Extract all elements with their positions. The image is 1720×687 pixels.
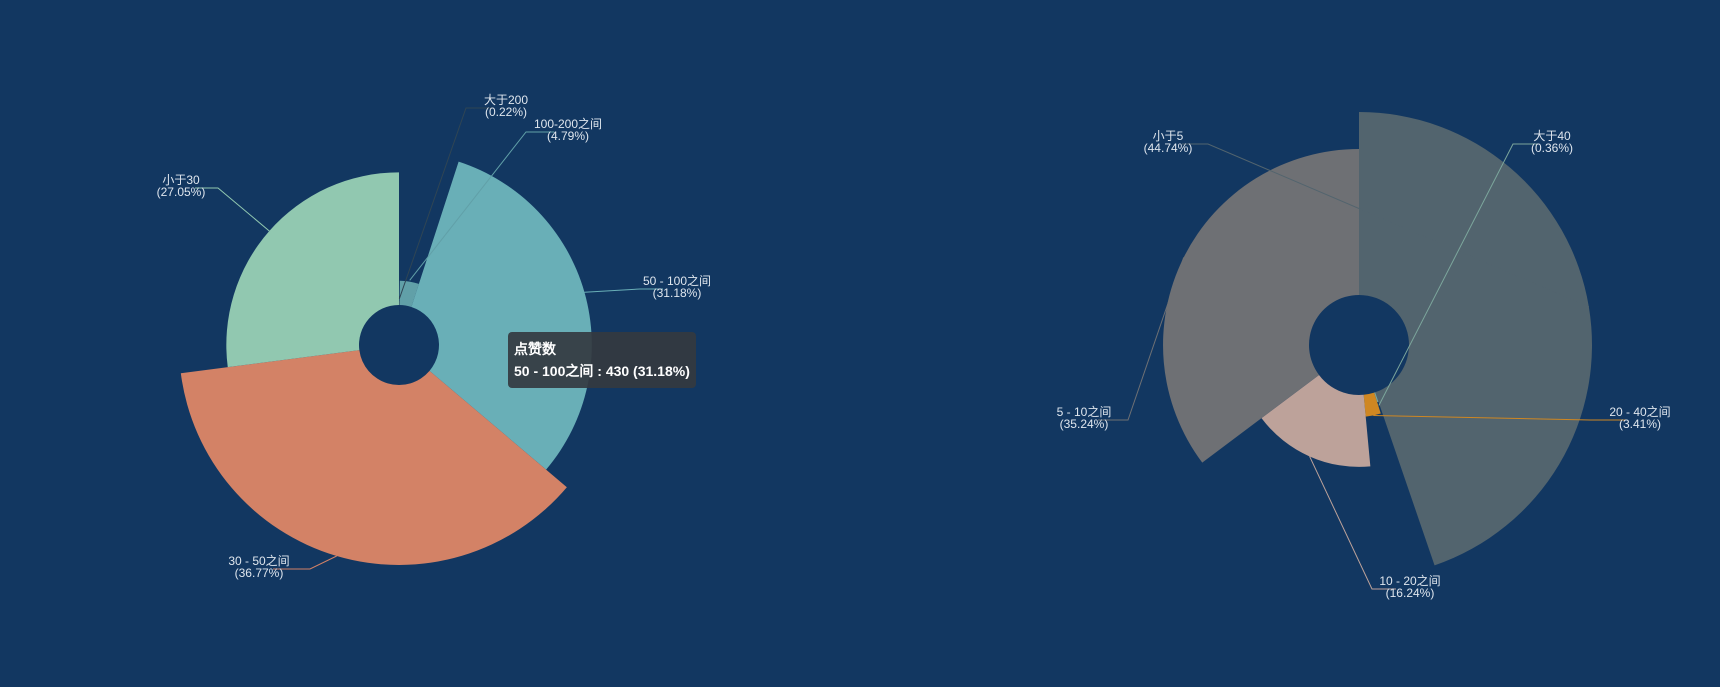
pie-slice[interactable] — [399, 301, 400, 306]
slice-label: 100-200之间 — [534, 117, 602, 131]
slice-label: 10 - 20之间 — [1379, 574, 1440, 588]
label-leader-line — [1378, 143, 1538, 406]
slice-percent-label: (36.77%) — [235, 566, 284, 580]
pie-slice[interactable] — [1163, 149, 1359, 463]
pie-slice[interactable] — [1363, 392, 1381, 417]
tooltip-title: 点赞数 — [514, 341, 556, 357]
likes-rose-chart: 大于200(0.22%)100-200之间(4.79%)50 - 100之间(3… — [157, 93, 711, 580]
slice-percent-label: (31.18%) — [653, 286, 702, 300]
slice-label: 20 - 40之间 — [1609, 405, 1670, 419]
pie-slice[interactable] — [1359, 112, 1593, 566]
slice-label: 30 - 50之间 — [228, 554, 289, 568]
pie-slice[interactable] — [399, 280, 419, 307]
label-leader-line — [1373, 414, 1626, 421]
slice-percent-label: (3.41%) — [1619, 417, 1661, 431]
slice-percent-label: (27.05%) — [157, 185, 206, 199]
slice-label: 5 - 10之间 — [1057, 405, 1112, 419]
slice-percent-label: (16.24%) — [1386, 586, 1435, 600]
pie-slice[interactable] — [411, 161, 592, 470]
slice-percent-label: (0.22%) — [485, 105, 527, 119]
slice-percent-label: (4.79%) — [547, 129, 589, 143]
pie-slice[interactable] — [1261, 375, 1371, 467]
label-leader-line — [409, 131, 554, 281]
slice-label: 50 - 100之间 — [643, 274, 711, 288]
slice-percent-label: (0.36%) — [1531, 141, 1573, 155]
second-rose-chart: 小于5(44.74%) 大于40(0.36%) 20 - 40之间(3.41%) 10… — [1057, 112, 1671, 600]
label-leader-line — [398, 107, 492, 299]
label-leader-line — [1182, 143, 1590, 308]
pie-slice[interactable] — [180, 350, 567, 565]
label-leader-line — [195, 187, 270, 232]
slice-percent-label: (35.24%) — [1060, 417, 1109, 431]
tooltip-value: 50 - 100之间 : 430 (31.18%) — [514, 363, 690, 379]
slice-label: 大于200 — [484, 93, 528, 107]
pie-slice[interactable] — [226, 172, 399, 368]
label-leader-line — [584, 288, 663, 293]
slice-label: 小于5 — [1153, 129, 1184, 143]
label-leader-line — [273, 555, 337, 570]
label-leader-line — [1309, 456, 1396, 590]
pie-slice[interactable] — [1374, 392, 1379, 403]
slice-label: 大于40 — [1533, 129, 1571, 143]
slice-label: 小于30 — [162, 173, 200, 187]
slice-percent-label: (44.74%) — [1144, 141, 1193, 155]
label-leader-line — [1098, 257, 1185, 421]
chart-tooltip: 点赞数 50 - 100之间 : 430 (31.18%) — [508, 332, 696, 388]
